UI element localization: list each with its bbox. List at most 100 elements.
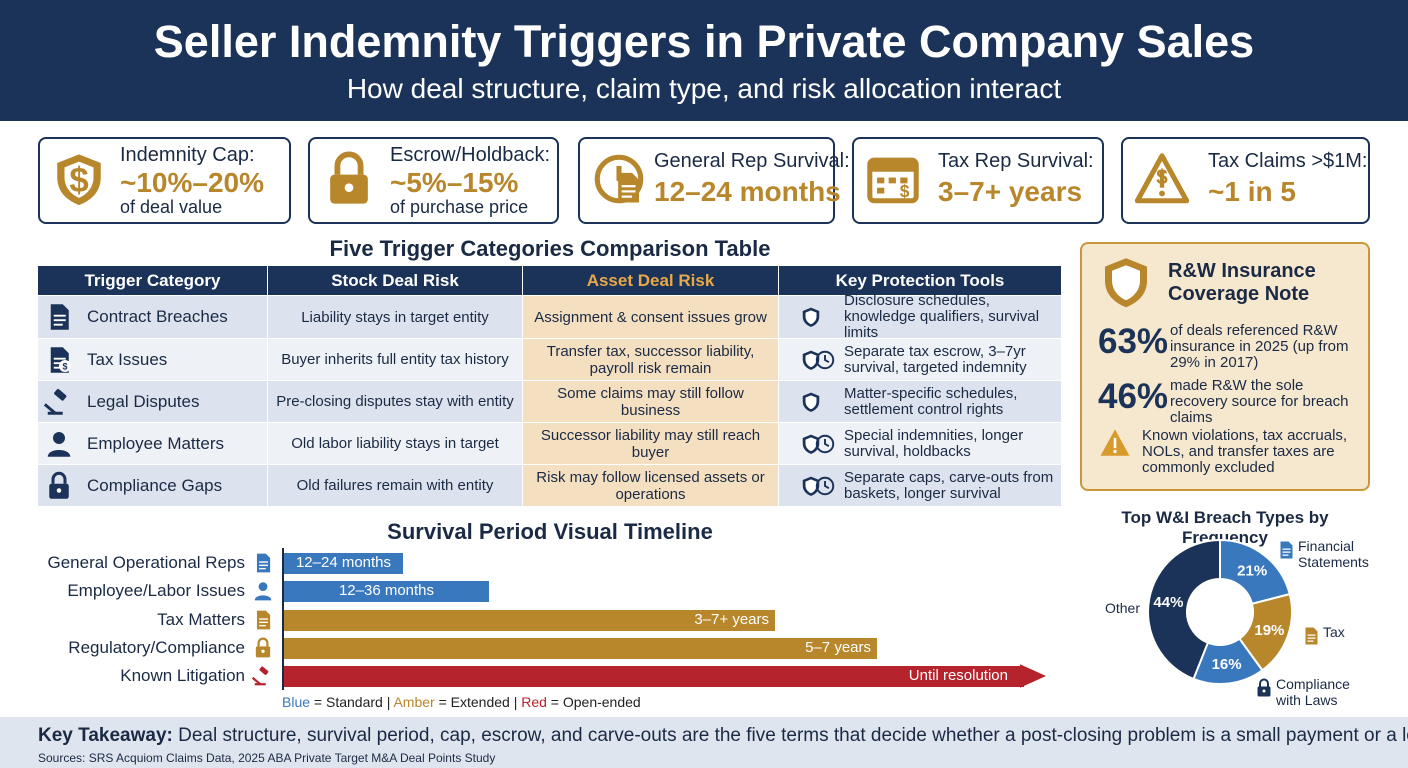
insurance-value: 63% [1098, 322, 1169, 361]
protection-icon [802, 350, 820, 370]
takeaway-label: Key Takeaway: [38, 725, 173, 746]
legend-part: Amber [393, 694, 435, 710]
donut-value-label: 19% [1254, 622, 1284, 639]
timeline-icon [255, 637, 271, 658]
warning-icon [1100, 429, 1130, 456]
donut-category-label: Tax [1323, 624, 1345, 640]
donut-chart: 21% 19% 16% 44% [1147, 538, 1293, 685]
table-cell: Pre-closing disputes stay with entity [268, 381, 522, 422]
timeline-period: 3–7+ years [694, 611, 769, 628]
row-icon [44, 388, 67, 415]
table-cell: Transfer tax, successor liability, payro… [523, 339, 778, 380]
protection-icon [815, 434, 835, 454]
stat-label: Indemnity Cap: [120, 144, 255, 166]
protection-tools: Separate tax escrow, 3–7yr survival, tar… [844, 342, 1027, 376]
table-header: Key Protection Tools [779, 266, 1061, 295]
table-cell: Successor liability may still reach buye… [523, 423, 778, 464]
legend-part: = Standard | [310, 694, 394, 710]
donut-value-label: 16% [1212, 656, 1242, 673]
donut-value-label: 44% [1153, 594, 1183, 611]
protection-tools: Disclosure schedules, knowledge qualifie… [844, 292, 1040, 341]
insurance-icon [1105, 258, 1147, 308]
timeline-bar [284, 610, 775, 631]
legend-part: Red [521, 694, 547, 710]
stat-label: General Rep Survival: [654, 150, 850, 172]
timeline-icon [254, 582, 272, 601]
protection-icon [802, 476, 820, 496]
timeline-label: Tax Matters [157, 610, 245, 629]
svg-text:$: $ [69, 161, 88, 200]
trigger-category: Legal Disputes [87, 392, 200, 411]
timeline-period: 5–7 years [805, 639, 871, 656]
svg-text:$: $ [900, 181, 910, 201]
stat-value: ~10%–20% [120, 167, 265, 198]
stat-icon [330, 151, 368, 204]
timeline-label: Employee/Labor Issues [67, 581, 245, 600]
table-cell: Some claims may still follow business [523, 381, 778, 422]
arrow-head [1020, 664, 1046, 688]
legend-part: = Extended | [434, 694, 522, 710]
stat-value: 3–7+ years [938, 176, 1083, 207]
table-cell-bg [779, 381, 1061, 422]
trigger-category: Employee Matters [87, 434, 224, 453]
table-cell: Assignment & consent issues grow [523, 296, 778, 338]
timeline-icon [256, 553, 271, 573]
timeline-bar [284, 581, 489, 602]
donut-value-label: 21% [1237, 563, 1267, 580]
trigger-category: Compliance Gaps [87, 476, 223, 495]
table-cell-bg [38, 296, 267, 338]
table-header: Stock Deal Risk [268, 266, 522, 295]
stat-label: Tax Rep Survival: [938, 150, 1094, 172]
insurance-note: Known violations, tax accruals, NOLs, an… [1142, 427, 1348, 476]
arrow [1020, 664, 1046, 688]
timeline-legend: Blue = Standard | Amber = Extended | Red… [282, 694, 641, 710]
stat-label: Tax Claims >$1M: [1208, 150, 1368, 172]
protection-tools: Separate caps, carve-outs from baskets, … [844, 468, 1054, 502]
table-cell-bg [38, 339, 267, 380]
row-icon [47, 432, 71, 457]
table-title: Five Trigger Categories Comparison Table [329, 236, 771, 261]
legend-part: = Open-ended [546, 694, 641, 710]
stat-label: Escrow/Holdback: [390, 144, 551, 166]
stat-value: 12–24 months [654, 176, 841, 207]
trigger-category: Contract Breaches [87, 307, 228, 326]
donut-icon [1257, 678, 1271, 697]
timeline-label: Regulatory/Compliance [68, 638, 245, 657]
title: Seller Indemnity Triggers in Private Com… [153, 16, 1255, 67]
donut-slice [1147, 538, 1221, 681]
timeline-icon [256, 610, 271, 630]
stat-icon [594, 154, 644, 204]
donut-icon [1305, 627, 1318, 645]
stat-value: ~1 in 5 [1208, 176, 1296, 207]
timeline-bar [284, 638, 877, 659]
insurance-text: of deals referenced R&W insurance in 202… [1170, 322, 1349, 371]
header [0, 0, 1408, 121]
insurance-text: made R&W the sole recovery source for br… [1170, 377, 1349, 426]
table-cell: Liability stays in target entity [268, 296, 522, 338]
row-icon [50, 304, 69, 330]
subtitle: How deal structure, claim type, and risk… [346, 73, 1062, 104]
table-cell: Buyer inherits full entity tax history [268, 339, 522, 380]
table-cell-bg [38, 423, 267, 464]
donut-category-label: Compliance with Laws [1276, 676, 1350, 708]
timeline-period: 12–24 months [295, 554, 392, 571]
trigger-category: Tax Issues [87, 350, 168, 369]
sources: Sources: SRS Acquiom Claims Data, 2025 A… [38, 751, 496, 765]
table-cell-bg [38, 465, 267, 506]
table-cell-bg [779, 296, 1061, 338]
timeline-label: Known Litigation [120, 666, 245, 685]
protection-icon [815, 350, 835, 370]
table-cell: Risk may follow licensed assets or opera… [523, 465, 778, 506]
stat-icon: $ [57, 154, 101, 206]
timeline-period: 12–36 months [338, 582, 435, 599]
timeline-bar [284, 553, 403, 574]
donut-icon [1280, 541, 1293, 559]
row-icon [49, 471, 69, 499]
timeline-bar [284, 666, 1024, 687]
svg-text:$: $ [1156, 166, 1168, 189]
protection-tools: Special indemnities, longer survival, ho… [844, 426, 1024, 460]
insurance-title: R&W Insurance Coverage Note [1168, 260, 1316, 305]
table-header: Asset Deal Risk [523, 266, 778, 295]
table-cell: Old labor liability stays in target [268, 423, 522, 464]
